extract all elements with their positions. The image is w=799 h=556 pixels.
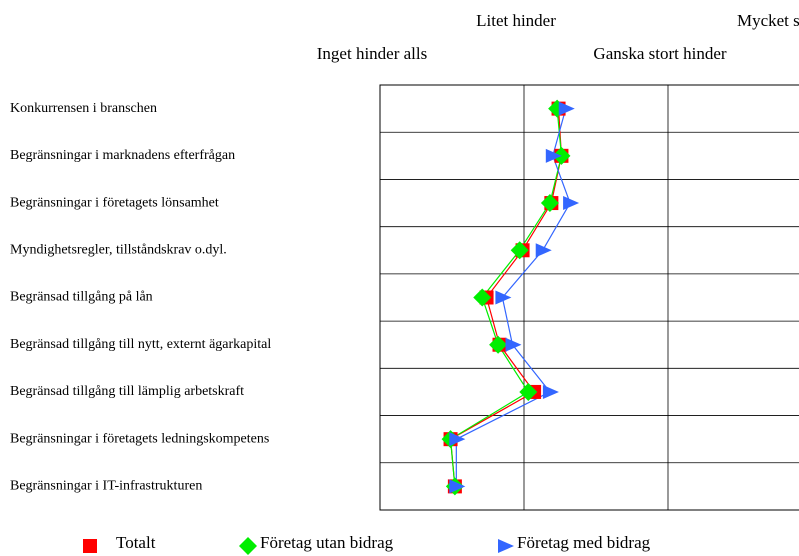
category-label: Begränsningar i IT-infrastrukturen (10, 479, 202, 494)
marker (540, 194, 559, 213)
marker (519, 382, 538, 401)
marker (449, 432, 466, 447)
marker (563, 196, 580, 211)
category-label: Myndighetsregler, tillståndskrav o.dyl. (10, 242, 227, 257)
category-label: Begränsningar i marknadens efterfrågan (10, 148, 235, 163)
legend-marker (239, 537, 257, 555)
category-label: Begränsningar i företagets lönsamhet (10, 195, 219, 210)
x-tick-label: Inget hinder alls (317, 44, 427, 63)
marker (558, 101, 575, 116)
marker (495, 290, 512, 305)
marker (535, 243, 552, 258)
legend-label: Företag med bidrag (517, 533, 651, 552)
x-tick-label: Litet hinder (476, 11, 556, 30)
category-label: Begränsad tillgång till lämplig arbetskr… (10, 384, 244, 399)
category-label: Konkurrensen i branschen (10, 101, 157, 116)
marker (542, 384, 559, 399)
marker (489, 335, 508, 354)
legend-label: Företag utan bidrag (260, 533, 394, 552)
legend-label: Totalt (116, 533, 156, 552)
legend-marker (83, 539, 97, 553)
category-label: Begränsad tillgång på lån (10, 290, 153, 305)
marker (545, 148, 562, 163)
marker (473, 288, 492, 307)
marker (449, 479, 466, 494)
x-tick-label: Mycket stort hinder (737, 11, 799, 30)
category-label: Begränsad tillgång till nytt, externt äg… (10, 337, 271, 352)
legend-marker (498, 539, 514, 553)
category-label: Begränsningar i företagets ledningskompe… (10, 431, 269, 446)
plot-frame (379, 84, 799, 511)
x-tick-label: Ganska stort hinder (593, 44, 726, 63)
marker (510, 241, 529, 260)
marker (505, 337, 522, 352)
